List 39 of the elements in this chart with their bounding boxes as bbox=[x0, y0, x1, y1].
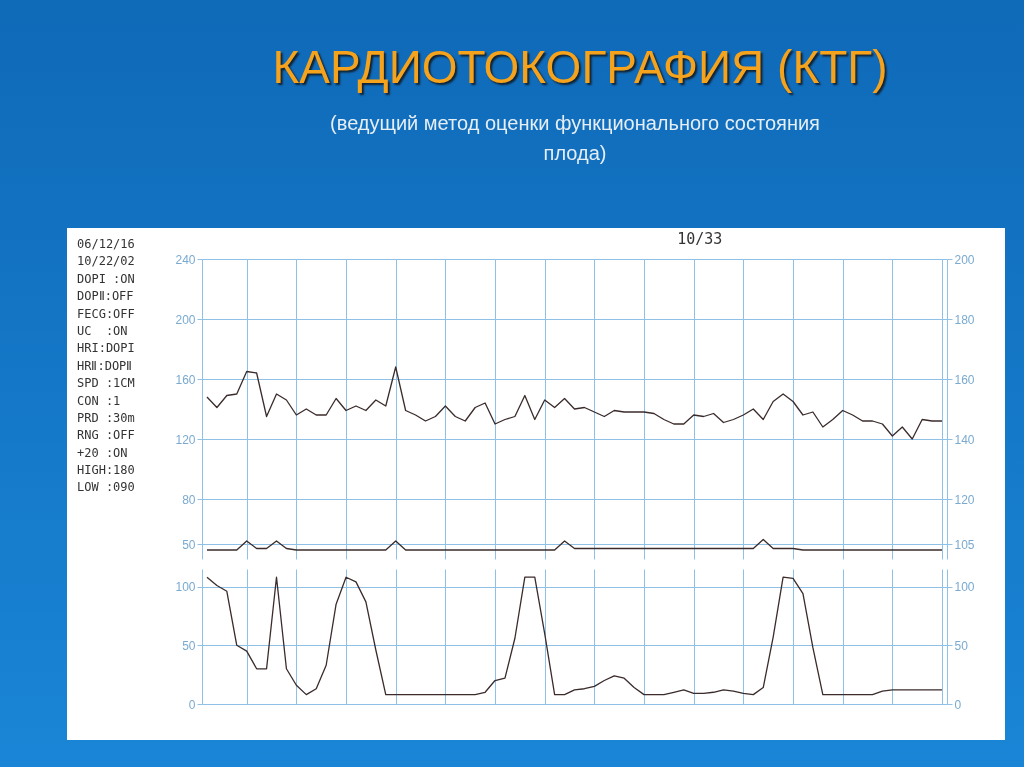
y2-tick-label: 120 bbox=[954, 492, 976, 507]
y-tick-label: 50 bbox=[182, 537, 197, 552]
chart-title: КАРДИОТОКОГРАФИЯ (КТГ) bbox=[271, 40, 889, 94]
y-tick-label: 0 bbox=[189, 697, 197, 712]
text: CON :1 bbox=[77, 393, 121, 408]
line-series bbox=[206, 366, 943, 440]
text: SPD :1CM bbox=[77, 376, 135, 391]
text: RNG :OFF bbox=[77, 428, 135, 443]
y-tick-label: 120 bbox=[175, 432, 197, 447]
text: HIGH:180 bbox=[77, 463, 135, 478]
text: DOPI :ON bbox=[77, 271, 135, 286]
y-tick-label: 160 bbox=[175, 372, 197, 387]
y2-tick-label: 180 bbox=[954, 312, 976, 327]
y2-tick-label: 50 bbox=[954, 638, 969, 653]
text: FECG:OFF bbox=[77, 306, 135, 321]
text: PRD :30m bbox=[77, 410, 135, 425]
text: DOPⅡ:OFF bbox=[77, 289, 134, 304]
y-tick-label: 100 bbox=[175, 580, 197, 595]
y2-tick-label: 105 bbox=[954, 537, 976, 552]
chart-subtitle: (ведущий метод оценки функционального состояния плода) bbox=[329, 111, 821, 166]
text: LOW :090 bbox=[77, 480, 135, 495]
line-series bbox=[206, 538, 943, 551]
y2-tick-label: 160 bbox=[954, 372, 976, 387]
y-tick-label: 240 bbox=[175, 252, 197, 267]
y2-tick-label: 140 bbox=[954, 432, 976, 447]
y2-tick-label: 0 bbox=[954, 697, 962, 712]
text: 10/22/02 bbox=[77, 254, 135, 269]
text: +20 :ON bbox=[77, 445, 128, 460]
y2-tick-label: 200 bbox=[954, 252, 976, 267]
line-series bbox=[206, 576, 943, 696]
y-tick-label: 80 bbox=[182, 492, 197, 507]
text: 06/12/16 bbox=[77, 237, 135, 251]
text: UC :ON bbox=[77, 323, 128, 338]
text: 10/33 bbox=[677, 230, 723, 248]
y2-tick-label: 100 bbox=[954, 580, 976, 595]
y-tick-label: 50 bbox=[182, 638, 197, 653]
text: HRⅡ:DOPⅡ bbox=[77, 358, 133, 373]
text: HRI:DOPI bbox=[77, 341, 135, 356]
y-tick-label: 200 bbox=[175, 312, 197, 327]
